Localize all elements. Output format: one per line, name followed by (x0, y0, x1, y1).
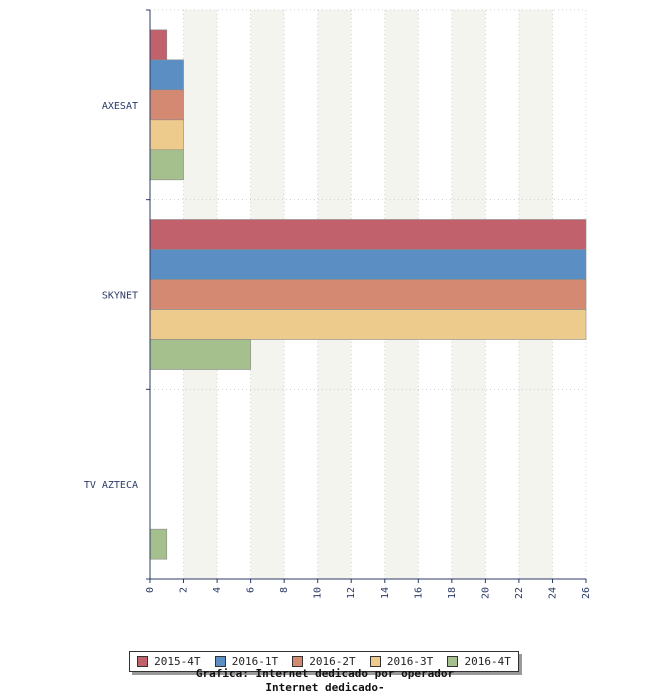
bar-skynet-2016-1t (149, 249, 587, 280)
x-tick-label: 6 (246, 587, 257, 593)
x-tick-label: 8 (279, 587, 290, 593)
legend-swatch-2016-1t (214, 656, 226, 667)
bar-axesat-2016-2t (149, 89, 184, 121)
x-tick-label: 10 (313, 587, 324, 599)
y-tick-label: AXESAT (102, 101, 138, 112)
legend-swatch-2016-3t (369, 656, 381, 667)
bar-skynet-2016-2t (149, 279, 587, 310)
x-tick-label: 18 (447, 587, 458, 599)
chart-caption: Grafica: Internet dedicado por operador (195, 667, 455, 680)
x-tick-label: 4 (212, 587, 223, 593)
legend-label-2016-4t: 2016-4T (464, 655, 511, 668)
x-tick-label: 24 (547, 587, 558, 599)
x-tick-label: 20 (480, 587, 491, 599)
bar-axesat-2016-1t (149, 59, 184, 91)
legend-label-2016-3t: 2016-3T (386, 655, 434, 668)
legend-swatch-2015-4t (137, 656, 149, 667)
y-tick-label: TV AZTECA (84, 480, 138, 491)
y-tick-label: SKYNET (102, 291, 138, 302)
legend-swatch-2016-2t (292, 656, 304, 667)
legend-label-2016-1t: 2016-1T (231, 655, 279, 668)
legend-item-2016-1t: 2016-1T (214, 655, 279, 668)
x-tick-label: 16 (413, 587, 424, 599)
bar-skynet-2015-4t (149, 219, 587, 250)
legend-item-2015-4t: 2015-4T (137, 655, 200, 668)
chart-subcaption: Internet dedicado- (265, 681, 385, 694)
legend-label-2016-2t: 2016-2T (309, 655, 356, 668)
bar-axesat-2016-4t (149, 149, 184, 181)
legend-item-2016-3t: 2016-3T (369, 655, 434, 668)
bar-skynet-2016-4t (149, 339, 251, 370)
bar-skynet-2016-3t (149, 309, 587, 340)
bar-axesat-2016-3t (149, 119, 184, 151)
bar-axesat-2015-4t (149, 29, 168, 61)
x-tick-label: 26 (581, 587, 592, 599)
x-tick-label: 12 (346, 587, 357, 599)
legend-swatch-2016-4t (447, 656, 459, 667)
x-tick-label: 0 (145, 587, 156, 593)
x-tick-label: 22 (514, 587, 525, 599)
legend: 2015-4T 2016-1T 2016-2T 2016-3T 2016-4T (129, 651, 519, 672)
x-tick-label: 2 (179, 587, 190, 593)
legend-item-2016-2t: 2016-2T (292, 655, 356, 668)
bar-tv-azteca-2016-4t (149, 528, 168, 560)
legend-item-2016-4t: 2016-4T (447, 655, 511, 668)
legend-label-2015-4t: 2015-4T (154, 655, 201, 668)
x-tick-label: 14 (380, 587, 391, 599)
